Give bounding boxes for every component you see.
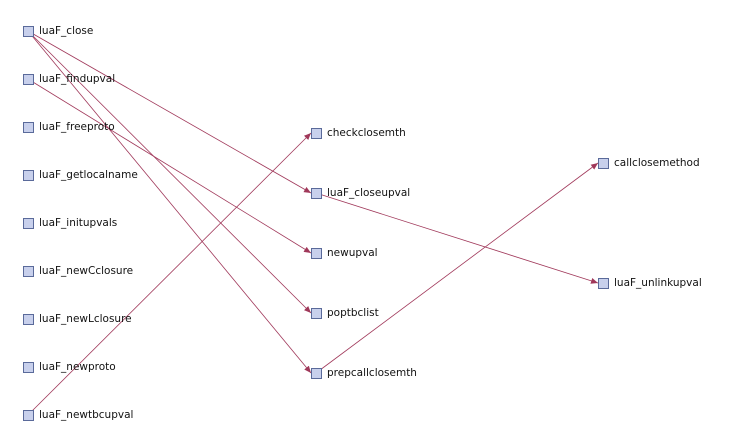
edge-luaF_findupval-to-newupval bbox=[27, 78, 312, 254]
node-label: luaF_close bbox=[39, 25, 94, 37]
node-box-icon bbox=[23, 121, 34, 133]
node-box-icon bbox=[23, 265, 34, 277]
node-label: prepcallclosemth bbox=[327, 367, 417, 379]
node-luaF_findupval[interactable]: luaF_findupval bbox=[23, 72, 115, 86]
node-label: callclosemethod bbox=[614, 157, 700, 169]
node-box-icon bbox=[311, 307, 322, 319]
node-newupval[interactable]: newupval bbox=[311, 246, 378, 260]
node-prepcallclosemth[interactable]: prepcallclosemth bbox=[311, 366, 417, 380]
node-luaF_initupvals[interactable]: luaF_initupvals bbox=[23, 216, 117, 230]
node-box-icon bbox=[311, 247, 322, 259]
edge-prepcallclosemth-to-callclosemethod bbox=[315, 162, 599, 374]
node-label: luaF_freeproto bbox=[39, 121, 115, 133]
node-luaF_freeproto[interactable]: luaF_freeproto bbox=[23, 120, 115, 134]
node-label: luaF_newtbcupval bbox=[39, 409, 134, 421]
node-box-icon bbox=[23, 361, 34, 373]
node-luaF_newLclosure[interactable]: luaF_newLclosure bbox=[23, 312, 132, 326]
node-box-icon bbox=[311, 367, 322, 379]
node-box-icon bbox=[598, 277, 609, 289]
node-luaF_getlocalname[interactable]: luaF_getlocalname bbox=[23, 168, 138, 182]
node-label: newupval bbox=[327, 247, 378, 259]
node-box-icon bbox=[23, 73, 34, 85]
node-box-icon bbox=[311, 127, 322, 139]
node-label: luaF_closeupval bbox=[327, 187, 411, 199]
node-label: checkclosemth bbox=[327, 127, 406, 139]
node-label: poptbclist bbox=[327, 307, 379, 319]
node-label: luaF_newproto bbox=[39, 361, 116, 373]
node-label: luaF_unlinkupval bbox=[614, 277, 702, 289]
node-luaF_newproto[interactable]: luaF_newproto bbox=[23, 360, 116, 374]
edge-luaF_newtbcupval-to-checkclosemth bbox=[27, 132, 312, 416]
node-box-icon bbox=[23, 313, 34, 325]
node-label: luaF_newLclosure bbox=[39, 313, 132, 325]
edge-luaF_closeupval-to-luaF_unlinkupval bbox=[315, 192, 599, 284]
node-callclosemethod[interactable]: callclosemethod bbox=[598, 156, 700, 170]
node-box-icon bbox=[311, 187, 322, 199]
node-label: luaF_findupval bbox=[39, 73, 116, 85]
node-luaF_close[interactable]: luaF_close bbox=[23, 24, 93, 38]
node-luaF_closeupval[interactable]: luaF_closeupval bbox=[311, 186, 410, 200]
node-checkclosemth[interactable]: checkclosemth bbox=[311, 126, 406, 140]
node-luaF_newCclosure[interactable]: luaF_newCclosure bbox=[23, 264, 133, 278]
edge-luaF_close-to-prepcallclosemth bbox=[27, 30, 312, 374]
edge-luaF_close-to-poptbclist bbox=[27, 30, 312, 314]
node-box-icon bbox=[23, 409, 34, 421]
edge-luaF_close-to-luaF_closeupval bbox=[27, 30, 312, 194]
node-box-icon bbox=[23, 217, 34, 229]
node-box-icon bbox=[23, 25, 34, 37]
node-luaF_unlinkupval[interactable]: luaF_unlinkupval bbox=[598, 276, 702, 290]
node-box-icon bbox=[598, 157, 609, 169]
node-poptbclist[interactable]: poptbclist bbox=[311, 306, 379, 320]
node-label: luaF_getlocalname bbox=[39, 169, 138, 181]
node-label: luaF_newCclosure bbox=[39, 265, 134, 277]
node-label: luaF_initupvals bbox=[39, 217, 118, 229]
node-box-icon bbox=[23, 169, 34, 181]
node-luaF_newtbcupval[interactable]: luaF_newtbcupval bbox=[23, 408, 133, 422]
